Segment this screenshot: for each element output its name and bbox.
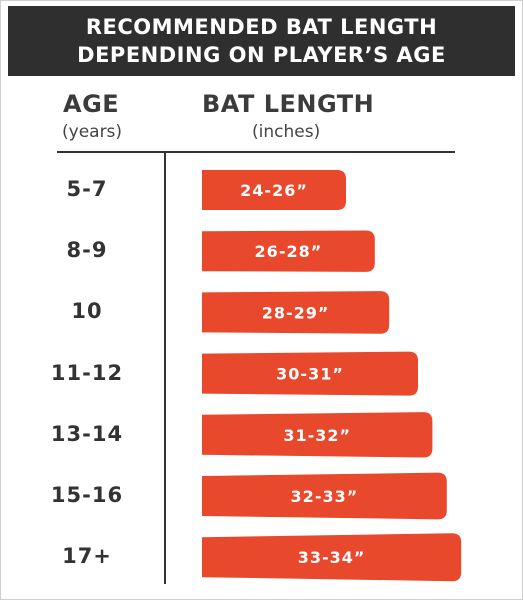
bat-length-column-header: BAT LENGTH xyxy=(202,90,375,118)
bat-bar xyxy=(202,472,447,520)
age-label: 17+ xyxy=(62,544,112,569)
bat-length-label: 24-26” xyxy=(240,181,308,200)
age-label: 10 xyxy=(71,299,103,324)
bat-length-label: 31-32” xyxy=(283,426,351,445)
bat-length-label: 28-29” xyxy=(262,303,330,322)
age-column-header: AGE xyxy=(63,90,120,118)
age-label: 13-14 xyxy=(50,421,124,446)
bat-length-label: 26-28” xyxy=(255,242,323,261)
bat-bar xyxy=(202,170,346,210)
title-line-1: RECOMMENDED BAT LENGTH xyxy=(85,15,438,39)
bat-bar xyxy=(202,351,418,396)
bat-length-label: 32-33” xyxy=(291,487,359,506)
bat-bar xyxy=(202,412,433,458)
age-label: 5-7 xyxy=(66,177,108,201)
bat-bar xyxy=(202,533,462,582)
title-line-2: DEPENDING ON PLAYER’S AGE xyxy=(77,43,446,67)
bat-length-label: 30-31” xyxy=(276,365,344,384)
header-divider xyxy=(57,151,455,153)
bat-length-label: 33-34” xyxy=(298,548,366,567)
age-label: 8-9 xyxy=(66,238,108,263)
bat-bar xyxy=(202,230,375,272)
age-label: 11-12 xyxy=(50,360,124,385)
age-label: 15-16 xyxy=(50,483,124,507)
title-banner: RECOMMENDED BAT LENGTH DEPENDING ON PLAY… xyxy=(8,6,515,76)
age-unit-label: (years) xyxy=(62,122,123,142)
bat-length-unit-label: (inches) xyxy=(252,122,321,142)
bat-bar xyxy=(202,291,390,334)
column-divider xyxy=(164,152,166,584)
